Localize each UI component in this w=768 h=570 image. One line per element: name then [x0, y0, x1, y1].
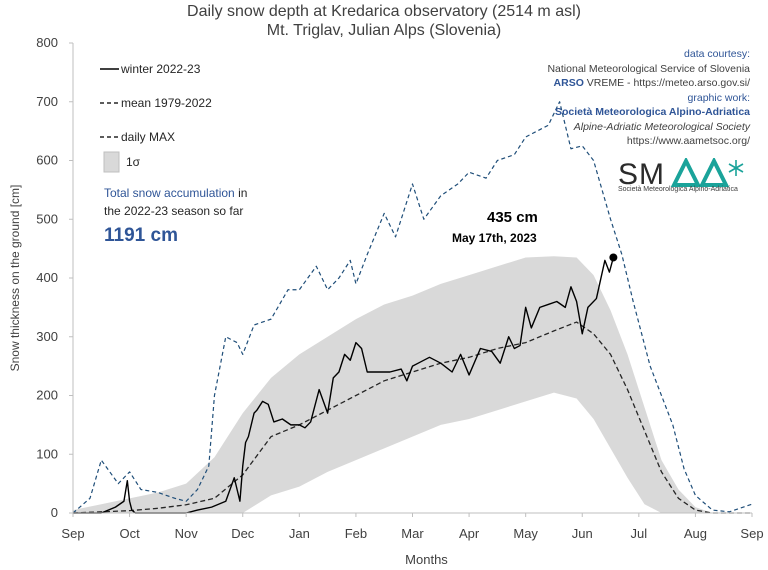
credits-arso-bold: ARSO [553, 77, 584, 89]
max-line [72, 101, 753, 514]
y-tick-label: 400 [36, 270, 58, 285]
peak-marker [609, 253, 618, 262]
x-tick-label: Feb [345, 526, 367, 541]
x-tick-label: Mar [401, 526, 424, 541]
x-tick-label: Jul [631, 526, 648, 541]
credits-arso: ARSO VREME - https://meteo.arso.gov.si/ [490, 76, 750, 91]
x-tick-label: Nov [175, 526, 199, 541]
y-tick-label: 200 [36, 388, 58, 403]
credits-nms: National Meteorological Service of Slove… [547, 62, 750, 75]
credits-smaa-name: Società Meteorologica Alpino-Adriatica [554, 106, 750, 118]
credits-graphic-work: graphic work: [687, 91, 750, 104]
legend-glyphs-layer [100, 68, 120, 173]
credits-url: https://www.aametsoc.org/ [626, 135, 750, 147]
legend-sigma-swatch [103, 151, 120, 173]
winter-line [73, 257, 615, 514]
y-tick-label: 500 [36, 211, 58, 226]
y-tick-label: 300 [36, 329, 58, 344]
y-tick-label: 800 [36, 35, 58, 50]
chart-subtitle: Mt. Triglav, Julian Alps (Slovenia) [266, 22, 502, 39]
x-axis-title: Months [405, 552, 448, 567]
credits-arso-rest: VREME - https://meteo.arso.gov.si/ [583, 77, 750, 89]
y-tick-label: 700 [36, 94, 58, 109]
peak-annotation-value: 435 cm [487, 209, 538, 226]
credits-aams-name: Alpine-Adriatic Meteorological Society [573, 120, 750, 133]
credits-data-courtesy: data courtesy: [684, 48, 750, 60]
accumulation-line1-rest: in [234, 186, 248, 200]
accumulation-line1: Total snow accumulation in [104, 186, 247, 200]
axes-layer: 0 100 200 300 400 500 600 700 800 Sep Oct Nov Dec Jan… [8, 35, 764, 567]
accumulation-value: 1191 cm [104, 225, 178, 246]
svg-text:SM: SM [618, 158, 665, 188]
y-axis-title: Snow thickness on the ground [cm] [8, 185, 22, 372]
legend-mean-label: mean 1979-2022 [121, 96, 212, 110]
legend-winter-label: winter 2022-23 [121, 62, 201, 76]
logo-caption: Società Meteorologica Alpino-Adriatica [618, 186, 738, 193]
series-lines-layer [72, 101, 753, 514]
x-tick-label: Jan [289, 526, 310, 541]
accumulation-highlight: Total snow accumulation [104, 186, 235, 200]
x-tick-label: Aug [684, 526, 707, 541]
credits-block: data courtesy: National Meteorological S… [490, 47, 750, 149]
sigma-band [73, 256, 752, 513]
legend-sigma-label: 1σ [126, 155, 141, 169]
y-tick-label: 0 [51, 505, 58, 520]
x-tick-label: Jun [572, 526, 593, 541]
accumulation-line2: the 2022-23 season so far [104, 204, 244, 218]
x-tick-label: Oct [119, 526, 140, 541]
x-tick-label: May [513, 526, 538, 541]
x-tick-label: Sep [740, 526, 763, 541]
snowflake-icon [728, 160, 744, 176]
x-tick-label: Dec [231, 526, 255, 541]
x-tick-label: Sep [61, 526, 84, 541]
legend-max-label: daily MAX [121, 130, 176, 144]
chart-title: Daily snow depth at Kredarica observator… [187, 3, 581, 20]
y-tick-label: 100 [36, 446, 58, 461]
x-tick-label: Apr [459, 526, 480, 541]
mean-line [72, 321, 752, 514]
sigma-band-layer [73, 256, 752, 513]
y-tick-label: 600 [36, 153, 58, 168]
smaa-logo: SM [618, 158, 744, 188]
peak-annotation-date: May 17th, 2023 [452, 231, 537, 245]
